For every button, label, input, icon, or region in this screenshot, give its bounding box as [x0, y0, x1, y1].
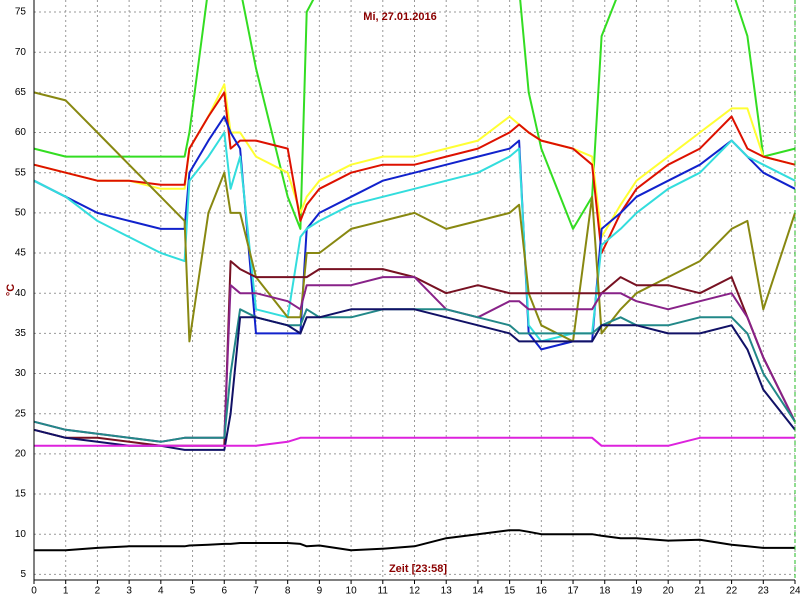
- x-tick-label: 7: [253, 586, 259, 597]
- x-tick-label: 12: [409, 586, 421, 597]
- x-tick-label: 22: [726, 586, 738, 597]
- series-line: [34, 436, 795, 447]
- series-line: [33, 91, 796, 343]
- x-tick-label: 13: [441, 586, 453, 597]
- y-tick-label: 55: [15, 167, 27, 178]
- x-tick-label: 11: [378, 586, 389, 597]
- series-line: [33, 308, 796, 451]
- x-tick-label: 21: [694, 586, 706, 597]
- chart-title: Mi, 27.01.2016: [363, 11, 436, 23]
- x-tick-label: 10: [346, 586, 358, 597]
- y-tick-label: 40: [15, 288, 27, 299]
- x-tick-label: 0: [31, 586, 37, 597]
- y-tick-label: 30: [15, 368, 27, 379]
- x-tick-label: 15: [504, 586, 516, 597]
- y-tick-label: 20: [15, 449, 27, 460]
- y-tick-label: 65: [15, 87, 27, 98]
- y-tick-label: 5: [20, 569, 26, 580]
- x-tick-label: 20: [663, 586, 675, 597]
- y-tick-label: 50: [15, 208, 27, 219]
- y-tick-label: 75: [15, 7, 27, 18]
- x-tick-label: 4: [158, 586, 164, 597]
- x-tick-label: 9: [317, 586, 323, 597]
- x-tick-label: 6: [221, 586, 227, 597]
- x-tick-label: 19: [631, 586, 643, 597]
- x-tick-label: 23: [758, 586, 770, 597]
- x-tick-label: 3: [126, 586, 132, 597]
- y-tick-label: 25: [15, 408, 27, 419]
- x-tick-label: 2: [95, 586, 101, 597]
- y-tick-label: 15: [15, 489, 27, 500]
- x-tick-label: 14: [472, 586, 484, 597]
- y-tick-label: 70: [15, 47, 27, 58]
- series-line: [33, 91, 796, 254]
- series-line: [34, 529, 795, 552]
- x-tick-label: 24: [789, 586, 800, 597]
- x-tick-label: 5: [190, 586, 196, 597]
- series-line: [33, 0, 796, 230]
- x-axis-label: Zeit [23:58]: [389, 563, 447, 575]
- x-tick-label: 1: [63, 586, 69, 597]
- y-axis-label: °C: [5, 284, 17, 296]
- x-tick-label: 17: [567, 586, 579, 597]
- y-tick-label: 10: [15, 529, 27, 540]
- lines: [33, 0, 796, 552]
- x-tick-label: 8: [285, 586, 291, 597]
- series-line: [33, 131, 796, 343]
- x-tick-label: 16: [536, 586, 548, 597]
- y-tick-label: 60: [15, 127, 27, 138]
- y-tick-label: 35: [15, 328, 27, 339]
- x-tick-label: 18: [599, 586, 611, 597]
- y-tick-label: 45: [15, 248, 27, 259]
